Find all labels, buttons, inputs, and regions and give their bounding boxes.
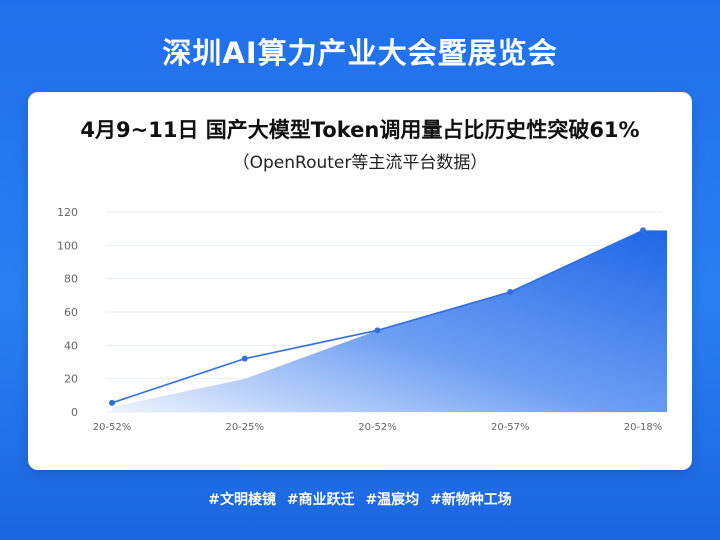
data-point — [507, 289, 514, 295]
x-tick-label: 20-18% — [624, 422, 663, 433]
chart-subtitle: （OpenRouter等主流平台数据） — [232, 153, 488, 173]
data-point — [109, 399, 115, 406]
footer-tags: #文明棱镜 #商业跃迁 #温宸均 #新物种工场 — [0, 489, 720, 509]
y-tick-label: 120 — [57, 206, 78, 219]
footer-tag: #温宸均 — [365, 492, 420, 508]
x-tick-label: 20-52% — [93, 422, 132, 433]
data-point — [374, 327, 381, 334]
y-tick-label: 40 — [64, 339, 78, 352]
x-tick-label: 20-25% — [225, 422, 264, 433]
y-tick-label: 80 — [64, 273, 78, 286]
x-tick-label: 20-52% — [358, 422, 397, 433]
area-chart: 0 20 40 60 80 100 120 20-52% 20-25% 20-52% 20-57% 2… — [57, 206, 667, 433]
chart-card: 4月9~11日 国产大模型Token调用量占比历史性突破61% （OpenRou… — [28, 92, 692, 470]
area-fill — [112, 230, 667, 412]
y-tick-label: 20 — [64, 373, 78, 386]
footer-tag: #文明棱镜 — [208, 492, 276, 508]
y-tick-label: 100 — [57, 239, 78, 252]
data-point — [241, 355, 248, 362]
data-point — [640, 227, 646, 234]
chart-title: 4月9~11日 国产大模型Token调用量占比历史性突破61% — [80, 118, 640, 142]
y-tick-label: 0 — [71, 406, 78, 419]
footer-tag: #商业跃迁 — [286, 492, 355, 508]
x-tick-label: 20-57% — [491, 422, 530, 433]
y-tick-label: 60 — [64, 306, 78, 319]
footer-tag: #新物种工场 — [430, 492, 512, 508]
banner-title: 深圳AI算力产业大会暨展览会 — [162, 36, 558, 70]
